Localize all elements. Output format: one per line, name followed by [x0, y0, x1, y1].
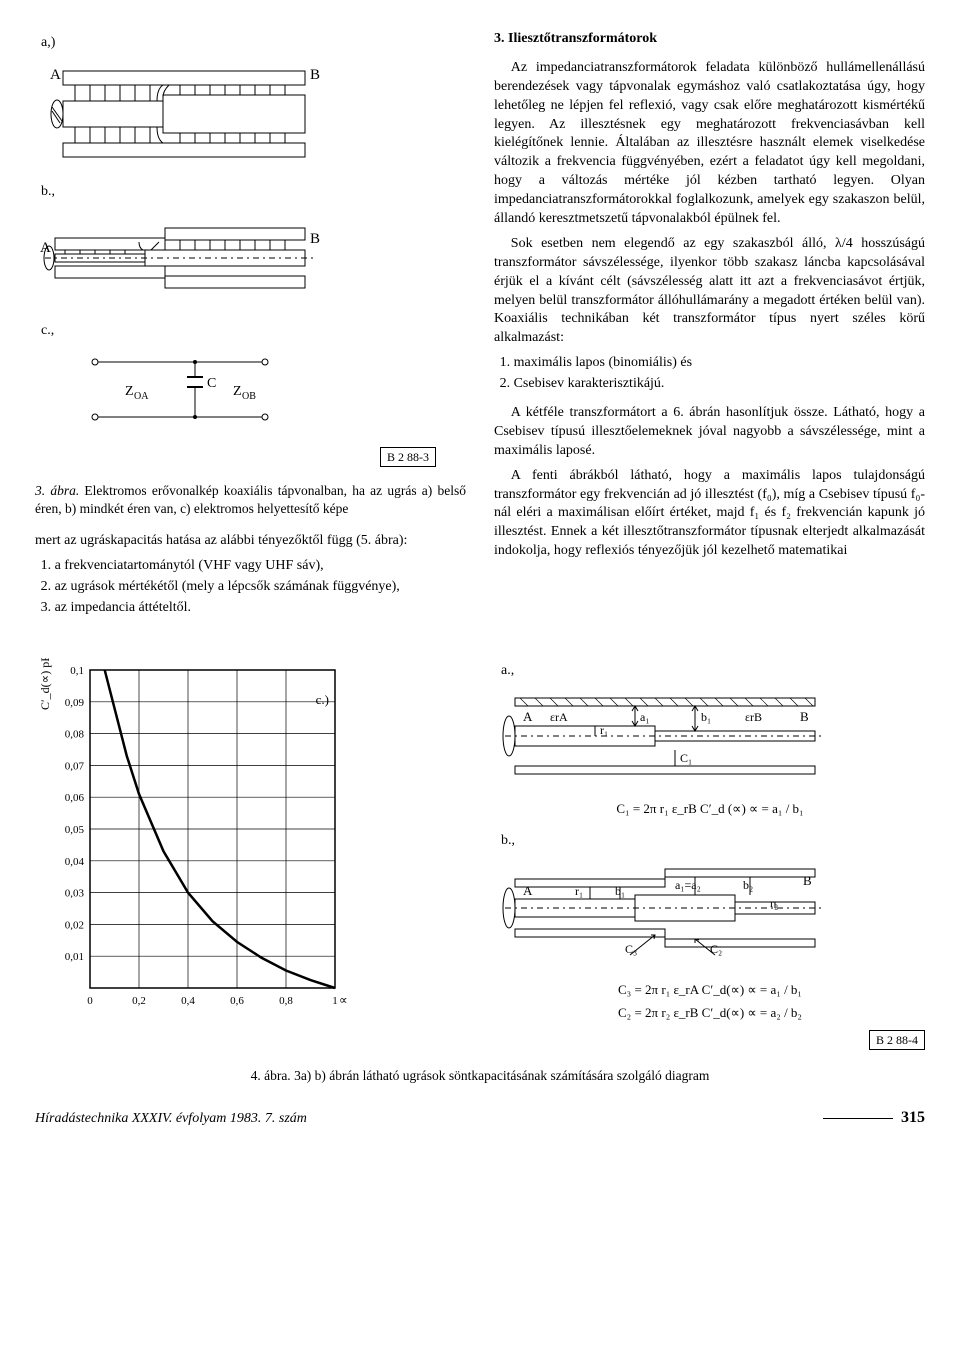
svg-text:OB: OB [242, 391, 256, 402]
fig4-panel-a-label: a., [501, 662, 925, 681]
chart: 0,01 0,02 0,03 0,04 0,05 0,06 0,07 0,08 0,09 0,1 0… [35, 658, 355, 1018]
svg-text:0,04: 0,04 [65, 855, 85, 867]
schematic-a: A εrA a₁ b₁ εrB B r₁ C₁ [495, 686, 925, 786]
footer-pageno-wrap: 315 [823, 1107, 925, 1129]
section-title: 3. Iliesztőtranszformátorok [494, 30, 925, 49]
svg-text:C: C [207, 376, 216, 391]
left-li2: az ugrások mértékétől (mely a lépcsők sz… [55, 578, 466, 597]
svg-text:B: B [310, 231, 320, 247]
svg-text:a₁=a₂: a₁=a₂ [675, 878, 701, 892]
right-p1: Az impedanciatranszformátorok feladata k… [494, 59, 925, 229]
svg-text:Z: Z [125, 384, 134, 399]
fig3b: A B [35, 208, 466, 308]
fig3-panel-c-label: c., [41, 322, 466, 341]
left-list: a frekvenciatartománytól (VHF vagy UHF s… [35, 557, 466, 618]
right-p2: Sok esetben nem elegendő az egy szakaszb… [494, 235, 925, 348]
right-list: maximális lapos (binomiális) és Csebisev… [494, 354, 925, 394]
fig3a-A: A [50, 67, 61, 83]
svg-text:0,05: 0,05 [65, 824, 85, 836]
fig3-panel-a-label: a,) [41, 34, 466, 53]
svg-text:a₁: a₁ [640, 710, 650, 724]
svg-text:OA: OA [134, 391, 149, 402]
right-li2: Csebisev karakterisztikájú. [514, 375, 925, 394]
right-p3: A kétféle transzformátort a 6. ábrán has… [494, 404, 925, 461]
fig3-caption: 3. ábra. Elektromos erővonalkép koaxiáli… [35, 482, 466, 518]
svg-text:C′_d(∝) pF: C′_d(∝) pF [38, 658, 52, 710]
svg-text:A: A [523, 883, 533, 898]
svg-text:1: 1 [332, 995, 338, 1007]
footer-pageno: 315 [901, 1109, 925, 1126]
svg-text:0,09: 0,09 [65, 696, 85, 708]
right-p4: A fenti ábrákból látható, hogy a maximál… [494, 467, 925, 561]
svg-text:b₁: b₁ [701, 710, 711, 724]
svg-text:c.): c.) [316, 692, 329, 707]
fig3-panel-b-label: b., [41, 183, 466, 202]
svg-text:0,01: 0,01 [65, 951, 84, 963]
schematic-a-formula: C₁ = 2π r₁ ε_rB C′_d (∝) ∝ = a₁ / b₁ [495, 800, 925, 818]
schematic-b-formula1: C₃ = 2π r₁ ε_rA C′_d(∝) ∝ = a₁ / b₁ [495, 981, 925, 999]
svg-text:B: B [803, 873, 812, 888]
left-li1: a frekvenciatartománytól (VHF vagy UHF s… [55, 557, 466, 576]
svg-text:εrA: εrA [550, 710, 568, 724]
svg-text:r₂: r₂ [770, 896, 778, 910]
svg-text:0,1: 0,1 [70, 665, 84, 677]
svg-text:0,06: 0,06 [65, 792, 85, 804]
svg-text:0,07: 0,07 [65, 760, 85, 772]
svg-text:0,4: 0,4 [181, 995, 195, 1007]
fig3c: ZOA C ZOB B 2 88-3 [35, 347, 466, 468]
svg-text:Z: Z [233, 384, 242, 399]
svg-text:0,2: 0,2 [132, 995, 146, 1007]
left-li3: az impedancia áttételtől. [55, 599, 466, 618]
schematic-b-formula2: C₂ = 2π r₂ ε_rB C′_d(∝) ∝ = a₂ / b₂ [495, 1004, 925, 1022]
schematic-b: A B r₁ b₁ a₁=a₂ b₂ r₂ C₃ C₂ [495, 857, 925, 967]
footer-journal: Híradástechnika XXXIV. évfolyam 1983. 7.… [35, 1110, 307, 1129]
svg-text:0,02: 0,02 [65, 919, 84, 931]
fig3a: A B [35, 59, 466, 169]
svg-text:r₁: r₁ [600, 723, 608, 737]
fig4-box: B 2 88-4 [869, 1030, 925, 1050]
svg-text:0,8: 0,8 [279, 995, 293, 1007]
svg-text:C₁: C₁ [680, 751, 692, 765]
svg-text:0: 0 [87, 995, 93, 1007]
svg-text:0,03: 0,03 [65, 887, 85, 899]
left-p1: mert az ugráskapacitás hatása az alábbi … [35, 532, 466, 551]
fig3a-B: B [310, 67, 320, 83]
right-li1: maximális lapos (binomiális) és [514, 354, 925, 373]
fig4-panel-b-label: b., [501, 832, 925, 851]
svg-text:C₂: C₂ [710, 942, 722, 956]
fig3-box: B 2 88-3 [380, 447, 436, 467]
svg-text:εrB: εrB [745, 710, 762, 724]
svg-text:b₂: b₂ [743, 878, 753, 892]
svg-text:A: A [523, 709, 533, 724]
svg-text:∝: ∝ [339, 993, 348, 1007]
svg-text:0,6: 0,6 [230, 995, 244, 1007]
svg-text:B: B [800, 709, 809, 724]
svg-text:A: A [40, 240, 51, 256]
svg-text:0,08: 0,08 [65, 728, 85, 740]
svg-text:r₁: r₁ [575, 884, 583, 898]
fig4-caption: 4. ábra. 3a) b) ábrán látható ugrások sö… [35, 1067, 925, 1085]
